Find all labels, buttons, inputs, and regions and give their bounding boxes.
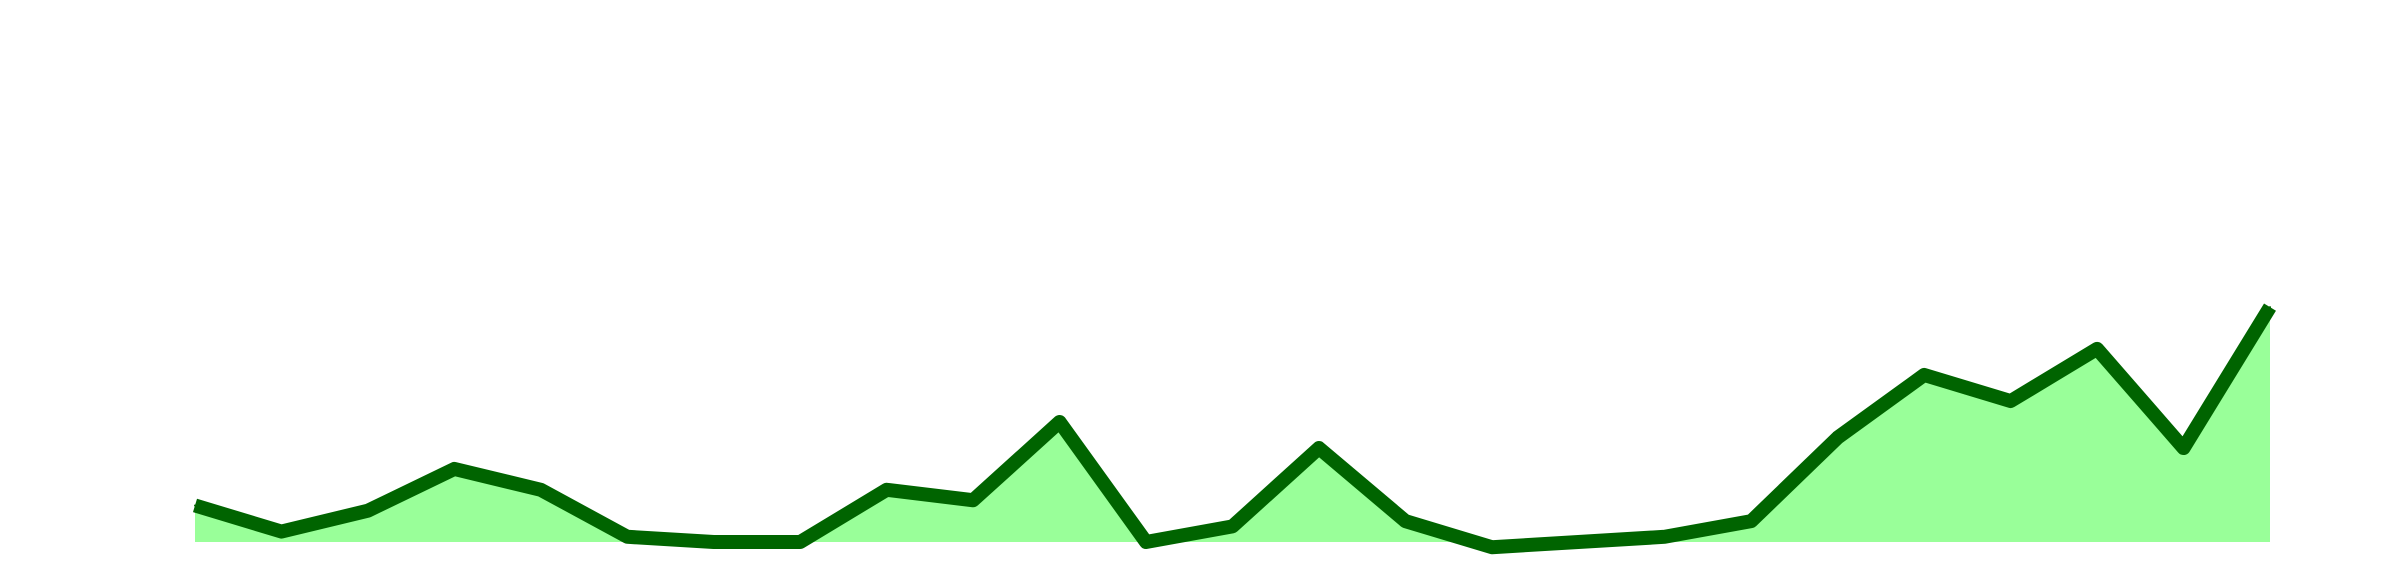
data-point xyxy=(280,530,283,533)
data-point xyxy=(194,504,196,507)
data-point xyxy=(1058,420,1061,423)
data-point xyxy=(1750,520,1753,523)
data-point xyxy=(2269,306,2271,309)
data-point xyxy=(366,509,369,512)
data-point xyxy=(539,488,542,491)
data-point xyxy=(1577,541,1580,543)
data-point xyxy=(453,467,456,470)
data-point xyxy=(1663,535,1666,538)
data-point xyxy=(1490,546,1493,549)
data-point xyxy=(1923,373,1926,376)
series-area xyxy=(195,307,2270,548)
data-point xyxy=(2096,347,2099,350)
data-point xyxy=(1145,541,1148,543)
data-point xyxy=(1836,436,1839,439)
data-point xyxy=(1404,520,1407,523)
data-point xyxy=(1231,525,1234,528)
data-point xyxy=(2182,447,2185,450)
data-point xyxy=(799,541,802,543)
data-point xyxy=(712,541,715,543)
data-point xyxy=(626,535,629,538)
data-point xyxy=(885,488,888,491)
data-point xyxy=(2009,400,2012,403)
data-point xyxy=(1317,447,1320,450)
area-fill-layer xyxy=(195,307,2270,548)
series-line-layer xyxy=(192,303,2276,555)
data-point xyxy=(972,499,975,502)
